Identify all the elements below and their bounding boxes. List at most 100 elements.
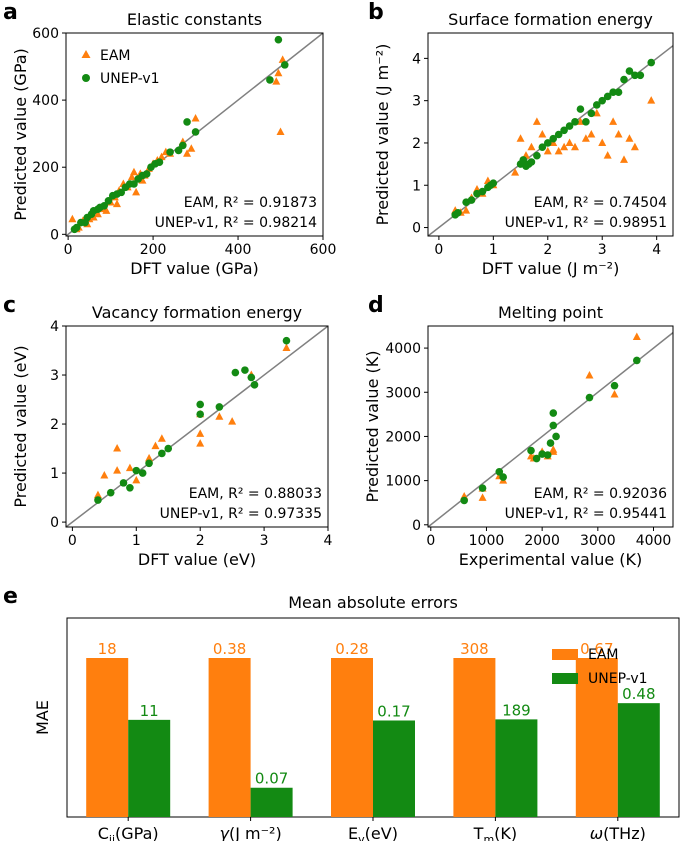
melting-point-chart: 0 1000 2000 3000 4000 0 1000 2000 3000 4000 Meltin… xyxy=(363,303,674,569)
y-axis-label: Predicted value (eV) xyxy=(11,345,30,507)
eam-bar xyxy=(208,658,251,817)
eam-point xyxy=(145,453,154,462)
unep-point xyxy=(478,484,487,492)
vacancy-energy-chart: 0 1 2 3 4 0 1 2 3 4 Vacancy formation energy DFT va… xyxy=(11,303,333,569)
unep-bar-value: 0.07 xyxy=(255,770,288,788)
eam-point xyxy=(538,130,547,138)
eam-point xyxy=(157,152,166,161)
panel-label-b: b xyxy=(368,0,384,25)
x-tick-label: 4 xyxy=(652,242,661,258)
unep-bar xyxy=(250,787,293,817)
x-tick-label: 2000 xyxy=(524,533,560,549)
unep-point xyxy=(631,71,639,80)
eam-point xyxy=(571,142,579,151)
r2-unep-annotation: UNEP-v1, R² = 0.97335 xyxy=(160,506,322,522)
eam-point xyxy=(462,206,471,214)
unep-point xyxy=(454,208,462,217)
legend-eam-text: EAM xyxy=(588,647,619,663)
eam-bar xyxy=(331,658,373,817)
r2-unep-annotation: UNEP-v1, R² = 0.95441 xyxy=(505,506,667,522)
legend-unep-swatch xyxy=(552,673,578,684)
unep-point xyxy=(250,381,259,389)
eam-point xyxy=(554,146,563,155)
x-tick-label: 0 xyxy=(68,533,77,549)
unep-point xyxy=(183,118,191,126)
unep-point xyxy=(598,96,607,105)
eam-point xyxy=(100,471,109,479)
eam-point xyxy=(527,142,536,151)
r2-eam-annotation: EAM, R² = 0.92036 xyxy=(534,486,667,502)
legend-eam-swatch xyxy=(552,649,578,660)
y-tick-label: 0 xyxy=(50,227,59,243)
unep-point xyxy=(614,88,623,97)
bar-chart-title: Mean absolute errors xyxy=(288,593,458,612)
r2-eam-annotation: EAM, R² = 0.74504 xyxy=(534,195,667,211)
unep-point xyxy=(104,196,113,205)
eam-bar xyxy=(453,658,496,817)
r2-unep-annotation: UNEP-v1, R² = 0.98951 xyxy=(505,215,667,231)
unep-point xyxy=(489,179,498,187)
y-tick-label: 1 xyxy=(412,178,421,194)
x-tick-label: 3000 xyxy=(580,533,616,549)
y-tick-label: 4000 xyxy=(385,341,421,357)
unep-point xyxy=(625,67,634,75)
eam-point xyxy=(102,206,111,214)
x-axis-label: DFT value (J m⁻²) xyxy=(482,259,620,278)
plot-frame xyxy=(427,32,674,237)
unep-point xyxy=(647,58,656,67)
eam-point xyxy=(609,117,618,125)
eam-point xyxy=(125,463,134,472)
y-tick-label: 0 xyxy=(412,221,421,237)
x-tick-label: 3 xyxy=(260,533,269,549)
eam-point xyxy=(620,155,628,163)
eam-point xyxy=(647,96,656,104)
x-tick-label: 0 xyxy=(64,242,73,258)
eam-point xyxy=(151,441,160,450)
eam-point xyxy=(274,68,283,77)
category-label: ω(THz) xyxy=(590,824,646,841)
eam-point xyxy=(187,144,196,152)
eam-point xyxy=(625,134,634,142)
eam-point xyxy=(93,490,102,499)
unep-point xyxy=(478,187,487,196)
eam-point xyxy=(112,199,121,208)
unep-point xyxy=(552,432,560,441)
plot-frame xyxy=(65,325,329,528)
eam-point xyxy=(598,138,607,146)
y-axis-label: Predicted value (J m⁻²) xyxy=(373,44,392,226)
unep-point xyxy=(546,439,555,447)
x-tick-label: 400 xyxy=(225,242,252,258)
legend-unep-label: UNEP-v1 xyxy=(100,71,160,87)
unep-point xyxy=(130,180,138,188)
r2-eam-annotation: EAM, R² = 0.88033 xyxy=(189,486,322,502)
eam-point xyxy=(196,439,205,447)
eam-point xyxy=(581,134,590,142)
unep-bar-value: 11 xyxy=(140,702,159,720)
unep-point xyxy=(585,393,594,402)
r2-unep-annotation: UNEP-v1, R² = 0.98214 xyxy=(155,215,317,231)
mae-bar-chart: Mean absolute errors MAE 18 11 Cij(GPa) 0.38 0… xyxy=(33,593,680,841)
plot-frame xyxy=(427,325,674,528)
y-tick-label: 2000 xyxy=(385,429,421,445)
x-tick-label: 200 xyxy=(140,242,167,258)
unep-point xyxy=(164,444,173,453)
unep-bar-value: 0.48 xyxy=(622,685,655,703)
unep-point xyxy=(543,451,552,459)
eam-bar-value: 18 xyxy=(98,640,117,658)
eam-point xyxy=(587,130,596,138)
unep-point xyxy=(179,141,187,150)
eam-point xyxy=(196,429,205,437)
unep-point xyxy=(565,122,574,130)
legend-eam-marker xyxy=(81,50,91,58)
eam-point xyxy=(228,417,237,425)
surface-energy-chart: 0 1 2 3 4 0 1 2 3 4 Surface formation energy DFT va… xyxy=(373,10,674,278)
eam-point xyxy=(632,332,641,341)
eam-point xyxy=(516,134,525,142)
unep-point xyxy=(592,101,601,109)
unep-point xyxy=(499,473,507,481)
eam-point xyxy=(215,412,224,420)
eam-bar xyxy=(86,658,129,817)
eam-point xyxy=(132,475,141,484)
x-tick-label: 1000 xyxy=(469,533,505,549)
chart-title: Vacancy formation energy xyxy=(92,303,302,322)
